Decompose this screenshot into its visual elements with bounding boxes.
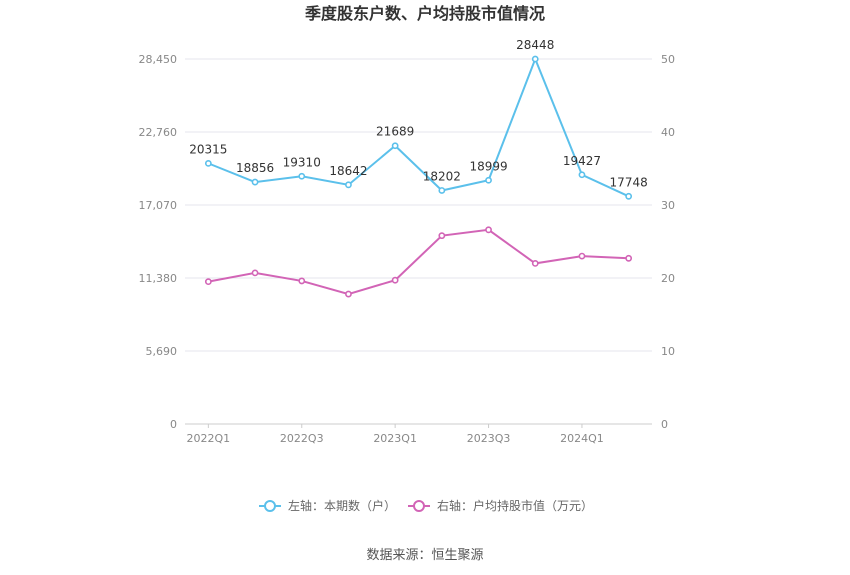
data-label: 18202	[423, 169, 461, 183]
data-point	[298, 172, 306, 180]
data-point	[438, 232, 446, 240]
left-tick-label: 17,070	[139, 199, 178, 212]
data-point	[204, 278, 212, 286]
series-line-2	[208, 228, 629, 296]
source-note: 数据来源：恒生聚源	[366, 548, 483, 563]
data-point	[298, 277, 306, 285]
data-label: 21689	[376, 125, 414, 139]
data-point	[485, 226, 492, 234]
data-label: 28448	[516, 38, 554, 52]
x-tick-label: 2023Q3	[467, 432, 511, 445]
data-point	[251, 178, 259, 186]
data-point	[204, 159, 212, 167]
legend[interactable]: 左轴：本期数（户） 右轴：户均持股市值（万元）	[259, 498, 593, 513]
x-tick-label: 2024Q1	[560, 432, 604, 445]
left-tick-label: 28,450	[139, 53, 178, 66]
right-tick-label: 40	[661, 126, 675, 139]
series-line-1	[207, 56, 630, 198]
data-point	[578, 252, 586, 260]
data-point	[438, 187, 446, 194]
legend-item-2[interactable]: 右轴：户均持股市值（万元）	[408, 498, 593, 513]
data-point	[625, 254, 633, 262]
left-tick-label: 11,380	[139, 272, 178, 285]
chart-title: 季度股东户数、户均持股市值情况	[304, 4, 545, 23]
data-labels: 20315 18856 19310 18642 21689 18202 18999 28448…	[189, 38, 647, 189]
data-point	[531, 259, 539, 267]
legend-marker	[264, 500, 276, 512]
right-tick-label: 30	[661, 199, 675, 212]
data-label: 17748	[610, 175, 648, 189]
data-point	[345, 290, 352, 298]
data-point	[345, 181, 352, 189]
data-point	[391, 142, 399, 150]
data-point	[531, 55, 539, 63]
data-label: 18642	[329, 164, 367, 178]
right-tick-label: 50	[661, 53, 675, 66]
data-label: 18856	[236, 161, 274, 175]
series-layer	[204, 55, 633, 298]
legend-marker	[413, 500, 425, 512]
legend-label: 左轴：本期数（户）	[288, 498, 396, 513]
right-tick-label: 10	[661, 345, 675, 358]
left-tick-label: 22,760	[139, 126, 178, 139]
data-label: 20315	[189, 142, 227, 156]
grid	[185, 58, 652, 425]
axes: 0 5,690 11,380 17,070 22,760 28,450 0 10 20 30 40 5…	[139, 53, 676, 445]
data-point	[391, 276, 399, 284]
right-tick-label: 0	[661, 418, 668, 431]
data-point	[251, 269, 259, 277]
left-tick-label: 5,690	[146, 345, 178, 358]
data-point	[625, 192, 633, 200]
x-tick-label: 2022Q3	[280, 432, 324, 445]
data-point	[485, 176, 492, 184]
x-tick-label: 2022Q1	[187, 432, 231, 445]
data-point	[578, 171, 586, 179]
data-label: 19427	[563, 154, 601, 168]
data-label: 19310	[283, 155, 321, 169]
legend-item-1[interactable]: 左轴：本期数（户）	[259, 498, 396, 513]
x-tick-label: 2023Q1	[373, 432, 417, 445]
data-label: 18999	[469, 159, 507, 173]
legend-label: 右轴：户均持股市值（万元）	[437, 498, 593, 513]
right-tick-label: 20	[661, 272, 675, 285]
left-tick-label: 0	[170, 418, 177, 431]
